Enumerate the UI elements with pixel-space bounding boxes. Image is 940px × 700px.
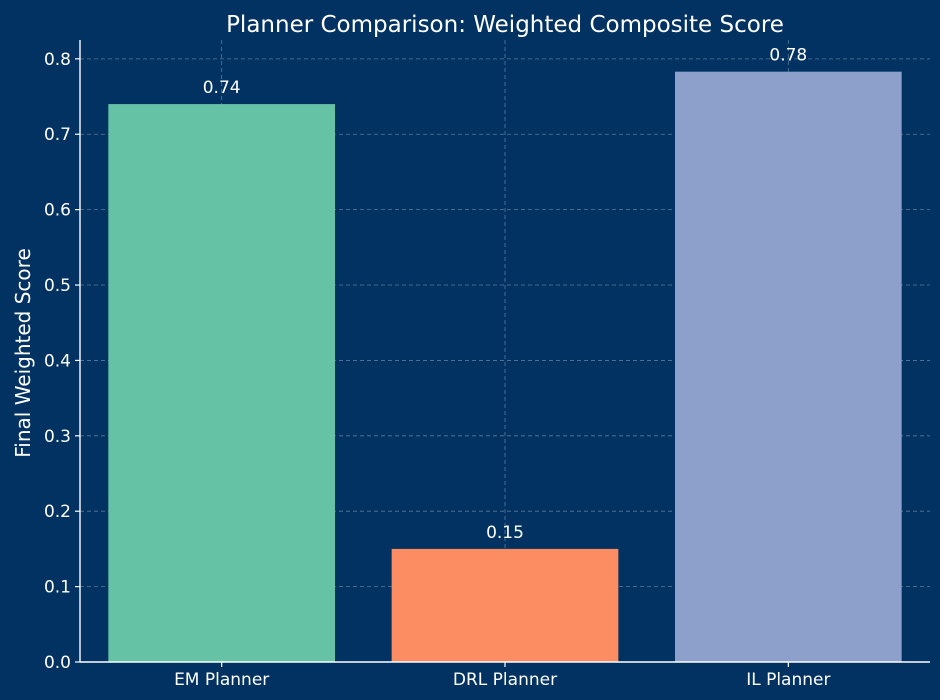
y-tick-label: 0.5: [44, 276, 71, 296]
y-tick-label: 0.3: [44, 427, 71, 447]
y-axis-label: Final Weighted Score: [11, 248, 35, 458]
y-tick-label: 0.8: [44, 50, 71, 70]
bar: [675, 71, 902, 662]
y-tick-label: 0.2: [44, 502, 71, 522]
y-tick-label: 0.7: [44, 125, 71, 145]
bar-value-label: 0.15: [486, 523, 524, 543]
bar-value-label: 0.78: [769, 46, 807, 66]
x-tick-label: EM Planner: [174, 670, 269, 690]
y-tick-label: 0.6: [44, 201, 71, 221]
data-labels: 0.74 0.15 0.78: [203, 46, 808, 543]
chart-title: Planner Comparison: Weighted Composite S…: [226, 12, 784, 38]
bars: [108, 71, 902, 663]
y-tick-label: 0.0: [44, 653, 71, 673]
y-ticks: 0.0 0.1 0.2 0.3 0.4 0.5 0.6 0.7 0.8: [44, 50, 80, 673]
x-tick-label: IL Planner: [746, 670, 830, 690]
bar: [108, 104, 335, 663]
x-tick-label: DRL Planner: [453, 670, 557, 690]
bar: [391, 548, 619, 662]
y-tick-label: 0.1: [44, 578, 71, 598]
bar-value-label: 0.74: [203, 78, 241, 98]
x-ticks: EM Planner DRL Planner IL Planner: [174, 662, 830, 690]
y-tick-label: 0.4: [44, 351, 71, 371]
